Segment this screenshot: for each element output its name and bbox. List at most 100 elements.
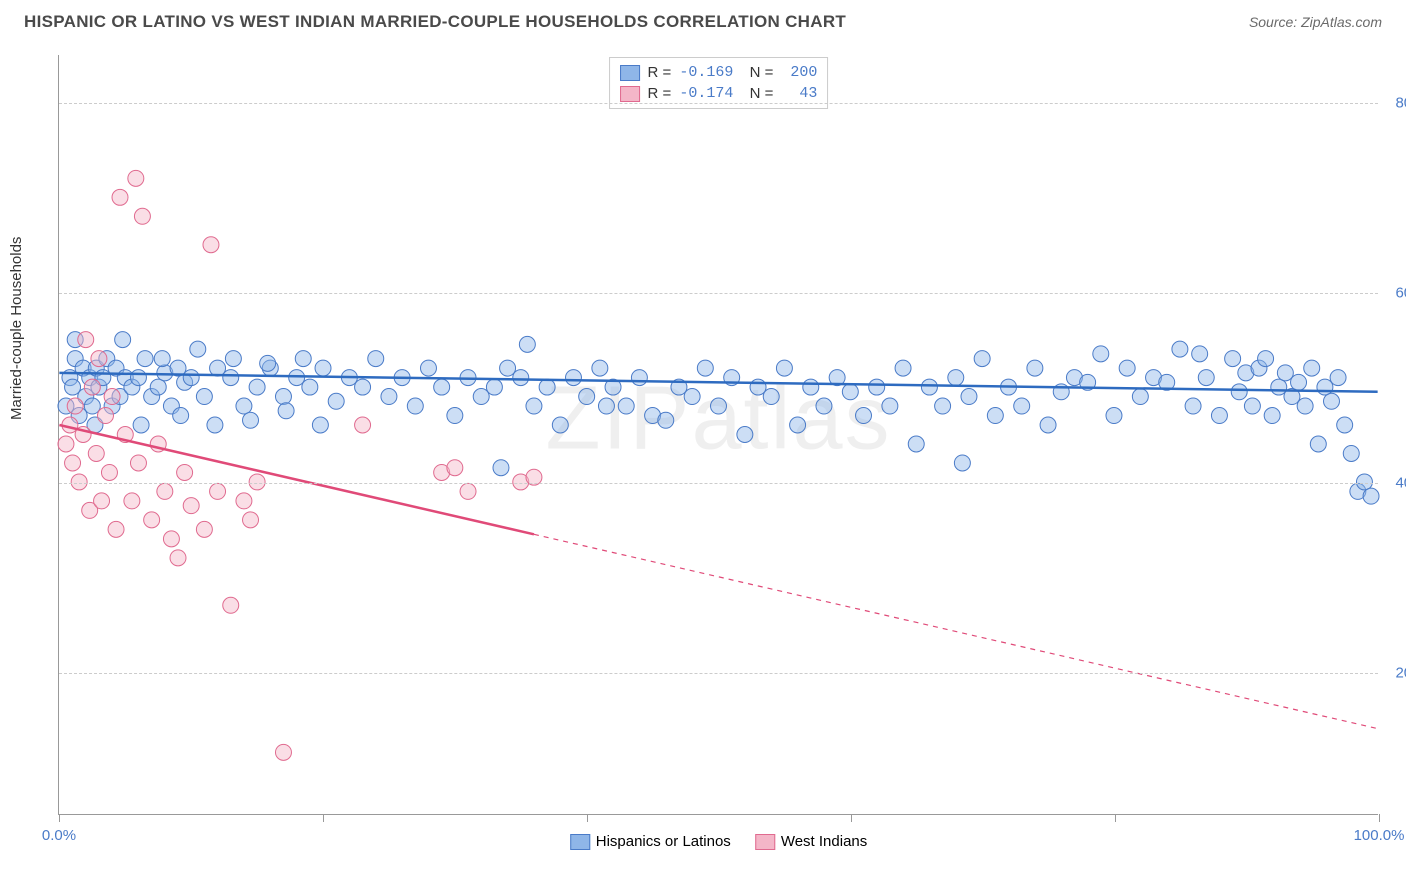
data-point xyxy=(763,389,779,405)
data-point xyxy=(1244,398,1260,414)
data-point xyxy=(420,360,436,376)
data-point xyxy=(275,389,291,405)
data-point xyxy=(1264,408,1280,424)
data-point xyxy=(1277,365,1293,381)
data-point xyxy=(434,379,450,395)
gridline xyxy=(59,293,1378,294)
data-point xyxy=(447,408,463,424)
legend-stat-row: R = -0.174 N = 43 xyxy=(620,83,818,104)
data-point xyxy=(566,370,582,386)
data-point xyxy=(974,351,990,367)
data-point xyxy=(579,389,595,405)
gridline xyxy=(59,673,1378,674)
data-point xyxy=(210,360,226,376)
x-tick xyxy=(587,814,588,822)
legend-swatch xyxy=(620,65,640,81)
gridline xyxy=(59,103,1378,104)
legend-swatch xyxy=(620,86,640,102)
data-point xyxy=(108,521,124,537)
data-point xyxy=(493,460,509,476)
data-point xyxy=(598,398,614,414)
data-point xyxy=(776,360,792,376)
data-point xyxy=(1304,360,1320,376)
y-tick-label: 40.0% xyxy=(1383,474,1406,491)
data-point xyxy=(816,398,832,414)
data-point xyxy=(842,384,858,400)
data-point xyxy=(552,417,568,433)
data-point xyxy=(460,483,476,499)
data-point xyxy=(658,412,674,428)
data-point xyxy=(1324,393,1340,409)
data-point xyxy=(173,408,189,424)
data-point xyxy=(697,360,713,376)
data-point xyxy=(1093,346,1109,362)
data-point xyxy=(177,464,193,480)
data-point xyxy=(154,351,170,367)
stat-n-label: N = xyxy=(741,85,773,102)
y-tick-label: 20.0% xyxy=(1383,664,1406,681)
data-point xyxy=(921,379,937,395)
data-point xyxy=(500,360,516,376)
data-point xyxy=(1132,389,1148,405)
legend-label: Hispanics or Latinos xyxy=(596,833,731,850)
data-point xyxy=(183,498,199,514)
data-point xyxy=(302,379,318,395)
data-point xyxy=(67,398,83,414)
y-tick-label: 60.0% xyxy=(1383,284,1406,301)
data-point xyxy=(223,370,239,386)
x-tick xyxy=(323,814,324,822)
stat-r-label: R = xyxy=(648,64,672,81)
data-point xyxy=(1211,408,1227,424)
data-point xyxy=(328,393,344,409)
data-point xyxy=(1337,417,1353,433)
data-point xyxy=(65,455,81,471)
x-tick-label: 100.0% xyxy=(1354,827,1405,844)
data-point xyxy=(1040,417,1056,433)
data-point xyxy=(133,417,149,433)
data-point xyxy=(1343,445,1359,461)
data-point xyxy=(84,398,100,414)
data-point xyxy=(355,417,371,433)
data-point xyxy=(803,379,819,395)
data-point xyxy=(65,379,81,395)
data-point xyxy=(134,208,150,224)
data-point xyxy=(275,744,291,760)
data-point xyxy=(750,379,766,395)
data-point xyxy=(1310,436,1326,452)
x-tick xyxy=(59,814,60,822)
data-point xyxy=(170,550,186,566)
data-point xyxy=(278,403,294,419)
data-point xyxy=(987,408,1003,424)
data-point xyxy=(249,379,265,395)
data-point xyxy=(225,351,241,367)
stat-n-label: N = xyxy=(741,64,773,81)
data-point xyxy=(935,398,951,414)
data-point xyxy=(513,370,529,386)
data-point xyxy=(150,379,166,395)
data-point xyxy=(954,455,970,471)
data-point xyxy=(1258,351,1274,367)
x-tick xyxy=(1115,814,1116,822)
data-point xyxy=(790,417,806,433)
data-point xyxy=(407,398,423,414)
data-point xyxy=(1363,488,1379,504)
source-label: Source: ZipAtlas.com xyxy=(1249,14,1382,30)
data-point xyxy=(592,360,608,376)
data-point xyxy=(112,189,128,205)
data-point xyxy=(519,336,535,352)
data-point xyxy=(207,417,223,433)
data-point xyxy=(94,493,110,509)
data-point xyxy=(203,237,219,253)
data-point xyxy=(684,389,700,405)
data-point xyxy=(104,389,120,405)
data-point xyxy=(948,370,964,386)
correlation-legend: R = -0.169 N = 200R = -0.174 N = 43 xyxy=(609,57,829,109)
series-legend: Hispanics or LatinosWest Indians xyxy=(570,833,868,850)
data-point xyxy=(130,370,146,386)
x-tick xyxy=(851,814,852,822)
data-point xyxy=(236,493,252,509)
data-point xyxy=(130,455,146,471)
data-point xyxy=(1027,360,1043,376)
data-point xyxy=(196,521,212,537)
data-point xyxy=(1317,379,1333,395)
